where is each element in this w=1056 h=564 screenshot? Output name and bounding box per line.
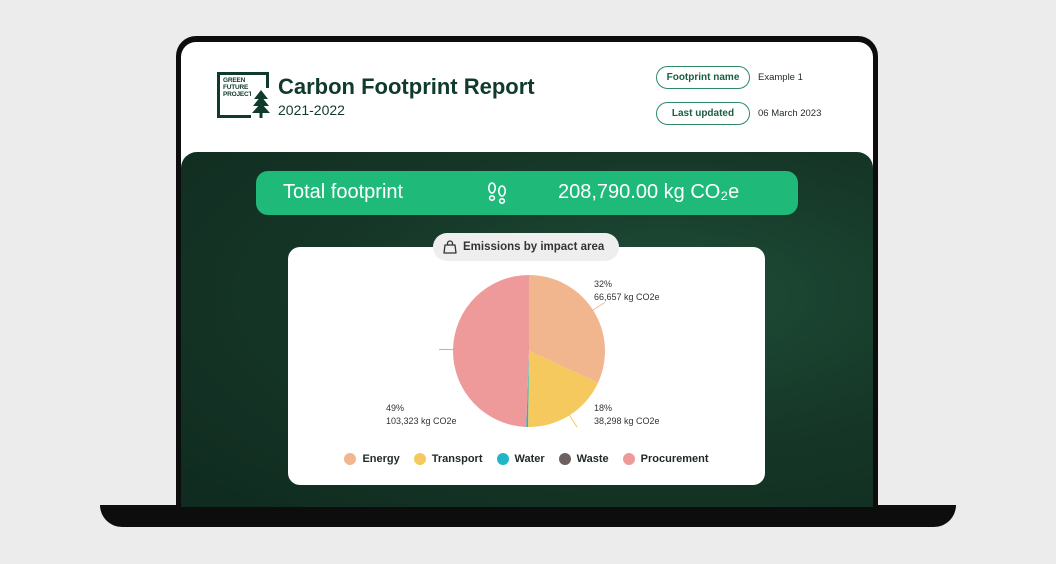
legend-label-procurement: Procurement: [640, 453, 709, 465]
legend-item-waste: Waste: [558, 453, 609, 465]
legend-label-transport: Transport: [431, 453, 483, 465]
last-updated-value: 06 March 2023: [758, 108, 822, 119]
emissions-tag: Emissions by impact area: [433, 233, 619, 261]
footprints-icon: [488, 182, 507, 204]
report-title: Carbon Footprint Report: [278, 74, 535, 99]
total-footprint-value: 208,790.00 kg CO₂e: [558, 181, 740, 203]
report-screen: GREEN FUTURE PROJECT Carbon Footprint Re…: [181, 42, 873, 507]
legend-item-transport: Transport: [413, 453, 483, 465]
emissions-card: 32% 66,657 kg CO2e 18% 38,298 kg CO2e 49% 103…: [288, 247, 765, 485]
pie-label-amount-energy: 66,657 kg CO2e: [594, 292, 660, 302]
footprint-name-value: Example 1: [758, 72, 803, 83]
leader-line-energy: [591, 302, 606, 312]
logo-text: GREEN FUTURE PROJECT: [223, 77, 253, 98]
pie-label-amount-procurement: 103,323 kg CO2e: [386, 416, 457, 426]
pie-label-percent-procurement: 49%: [386, 403, 404, 413]
legend-swatch-energy: [344, 453, 357, 465]
pie-slice-energy: [529, 275, 605, 383]
pie-slice-procurement: [452, 275, 529, 427]
legend-swatch-waste: [558, 453, 571, 465]
leader-line-transport: [568, 413, 578, 428]
legend-swatch-transport: [413, 453, 426, 465]
emissions-pie-chart: 32% 66,657 kg CO2e 18% 38,298 kg CO2e 49% 103…: [386, 275, 660, 428]
legend-label-energy: Energy: [362, 453, 400, 465]
footprint-name-badge: Footprint name: [656, 66, 750, 89]
pie-slice-water: [526, 351, 529, 427]
pie-label-amount-transport: 38,298 kg CO2e: [594, 416, 660, 426]
legend-swatch-procurement: [622, 453, 635, 465]
legend-item-procurement: Procurement: [622, 453, 709, 465]
legend-item-energy: Energy: [344, 453, 400, 465]
tree-icon: [251, 88, 271, 118]
last-updated-badge: Last updated: [656, 102, 750, 125]
pie-slice-transport: [528, 351, 599, 427]
report-body: Total footprint 208,790.00 kg CO₂e 32% 66…: [181, 152, 873, 507]
bag-icon: [443, 240, 457, 254]
pie-label-percent-energy: 32%: [594, 279, 612, 289]
legend-item-water: Water: [496, 453, 545, 465]
pie-label-percent-transport: 18%: [594, 403, 612, 413]
total-footprint-banner: Total footprint 208,790.00 kg CO₂e: [256, 171, 798, 215]
legend-label-water: Water: [514, 453, 545, 465]
green-future-project-logo: GREEN FUTURE PROJECT: [217, 72, 271, 118]
laptop-base: [100, 505, 956, 527]
report-years: 2021-2022: [278, 102, 345, 118]
legend-swatch-water: [496, 453, 509, 465]
emissions-tag-label: Emissions by impact area: [463, 241, 605, 253]
total-footprint-label: Total footprint: [283, 181, 404, 203]
legend-label-waste: Waste: [576, 453, 609, 465]
chart-legend: Energy Transport Water Waste Procurement: [288, 453, 765, 465]
